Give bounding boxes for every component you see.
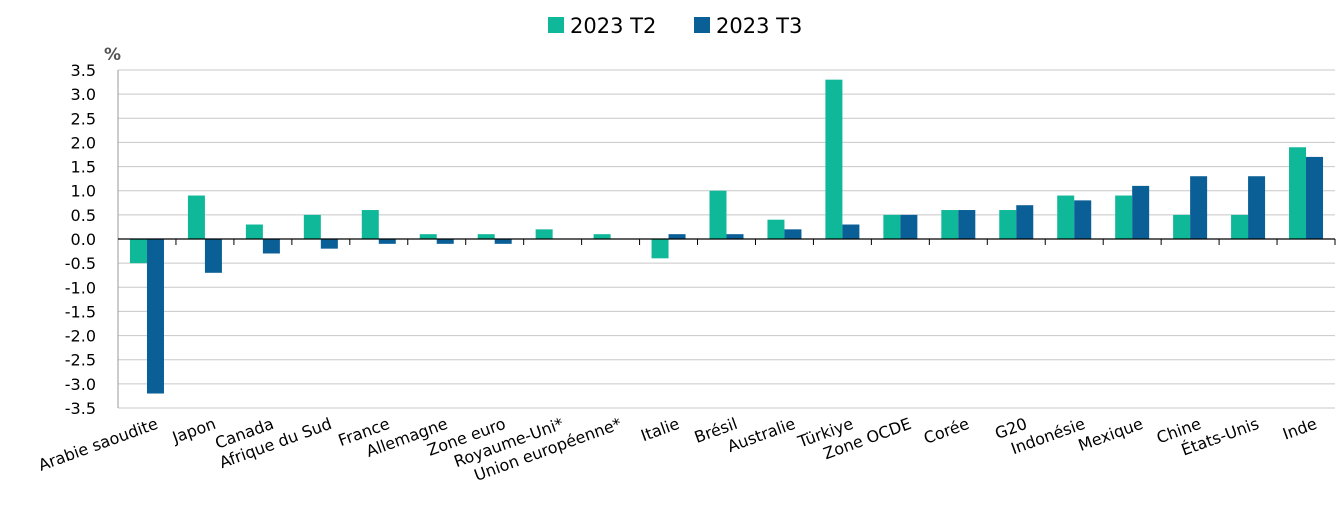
axes [117, 70, 1336, 408]
bar-t2 [245, 224, 263, 239]
bar-t2 [825, 79, 843, 240]
y-tick-label: -0.5 [65, 254, 96, 273]
y-tick-label: -1.5 [65, 302, 96, 321]
bar-t2 [477, 234, 495, 239]
x-category-label: Inde [1280, 414, 1319, 444]
y-tick-label: -3.0 [65, 375, 96, 394]
legend-label: 2023 T2 [570, 14, 656, 38]
y-axis-ticks: 3.5 3.0 2.5 2.0 1.5 1.0 0.5 0.0 -0.5 -1.0 -1.5 -2.0… [65, 61, 96, 418]
bar-t3 [378, 239, 396, 244]
bar-t2 [303, 214, 321, 239]
legend: 2023 T2 2023 T3 [548, 14, 802, 38]
bar-t3 [494, 239, 512, 244]
legend-label: 2023 T3 [716, 14, 802, 38]
x-category-label: Italie [638, 414, 682, 445]
bar-t3 [1074, 200, 1092, 239]
y-tick-label: 3.0 [71, 85, 96, 104]
bar-t3 [668, 234, 686, 239]
bar-t2 [1173, 214, 1191, 239]
x-category-label: Mexique [1076, 414, 1146, 455]
bar-t2 [1289, 147, 1307, 239]
bar-t2 [651, 239, 669, 259]
bar-t3 [1248, 176, 1266, 239]
bar-t3 [1306, 156, 1324, 239]
y-tick-label: 3.5 [71, 61, 96, 80]
y-tick-label: 0.0 [71, 230, 96, 249]
bar-t2 [767, 219, 785, 239]
x-category-label: Japon [169, 414, 218, 447]
bar-t2 [535, 229, 553, 239]
bar-t3 [204, 239, 222, 273]
bar-t3 [1016, 205, 1034, 239]
bar-t3 [1190, 176, 1208, 239]
y-tick-label: 0.5 [71, 206, 96, 225]
legend-swatch [548, 17, 564, 33]
y-tick-label: 1.0 [71, 182, 96, 201]
bar-t2 [187, 195, 205, 239]
bar-t2 [1115, 195, 1133, 239]
y-tick-label: 2.0 [71, 133, 96, 152]
bar-t3 [842, 224, 860, 239]
bar-t3 [726, 234, 744, 239]
bar-t3 [320, 239, 338, 249]
y-tick-label: -2.0 [65, 327, 96, 346]
y-tick-label: 2.5 [71, 109, 96, 128]
y-tick-label: -2.5 [65, 351, 96, 370]
bar-t2 [883, 214, 901, 239]
bar-t2 [593, 234, 611, 239]
bar-t2 [361, 210, 379, 239]
bar-t3 [436, 239, 454, 244]
bar-t2 [941, 210, 959, 239]
y-tick-label: -3.5 [65, 399, 96, 418]
y-axis-unit-label: % [104, 45, 121, 65]
bar-t2 [709, 190, 727, 239]
y-tick-label: 1.5 [71, 158, 96, 177]
bar-t3 [146, 239, 164, 394]
bar-t2 [419, 234, 437, 239]
bars [129, 79, 1324, 394]
bar-t2 [1057, 195, 1075, 239]
bar-t2 [999, 210, 1017, 239]
x-category-label: Australie [725, 414, 798, 456]
y-tick-label: -1.0 [65, 278, 96, 297]
bar-t2 [1231, 214, 1249, 239]
bar-t2 [129, 239, 147, 264]
x-category-label: Corée [921, 414, 972, 448]
bar-t3 [900, 214, 918, 239]
bar-t3 [262, 239, 280, 254]
bar-t3 [958, 210, 976, 239]
bar-t3 [1132, 185, 1150, 239]
legend-swatch [694, 17, 710, 33]
bar-t3 [784, 229, 802, 239]
x-category-label: Arabie saoudite [36, 414, 161, 475]
